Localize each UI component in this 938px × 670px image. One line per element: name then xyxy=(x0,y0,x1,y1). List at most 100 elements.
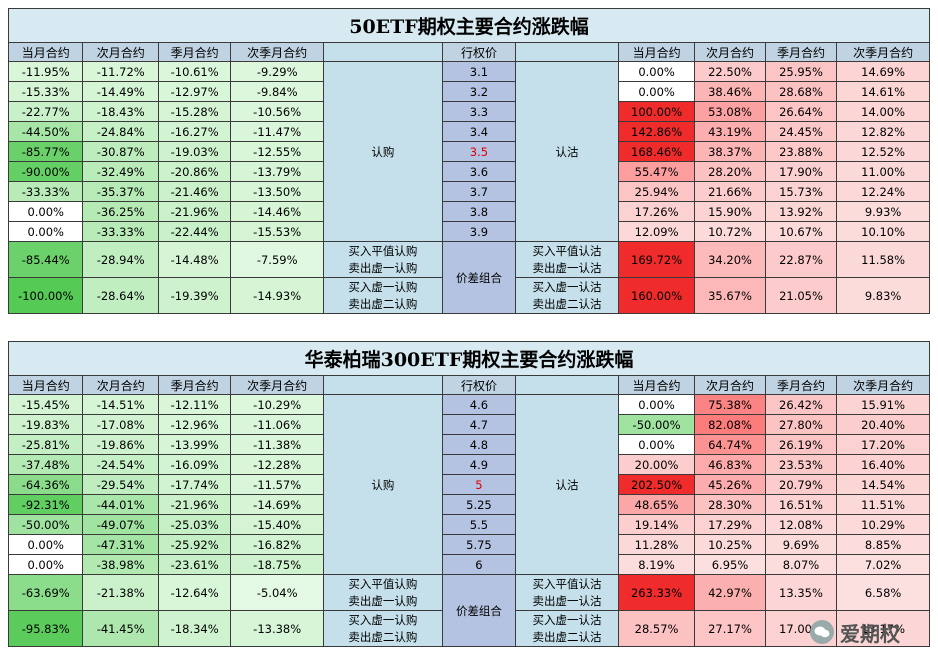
put-cell: 28.68% xyxy=(764,81,838,102)
put-cell: 10.25% xyxy=(694,534,766,555)
spread-put-cell: 27.17% xyxy=(694,610,766,647)
call-cell: -18.75% xyxy=(230,554,324,575)
call-cell: -17.08% xyxy=(82,414,159,435)
call-cell: -19.86% xyxy=(82,434,159,455)
call-cell: -13.99% xyxy=(157,434,232,455)
call-cell: -24.84% xyxy=(82,121,159,142)
call-cell: -14.49% xyxy=(82,81,159,102)
put-cell: 55.47% xyxy=(617,161,696,182)
call-cell: -15.33% xyxy=(7,81,84,102)
put-cell: 14.61% xyxy=(836,81,930,102)
put-cell: 12.09% xyxy=(617,221,696,242)
call-cell: -25.03% xyxy=(157,514,232,535)
call-cell: -21.96% xyxy=(157,494,232,515)
call-cell: -32.49% xyxy=(82,161,159,182)
put-cell: 11.00% xyxy=(836,161,930,182)
call-cell: -85.77% xyxy=(7,141,84,162)
put-cell: 12.82% xyxy=(836,121,930,142)
call-cell: -10.29% xyxy=(230,394,324,415)
spread-put-cell: 13.35% xyxy=(764,574,838,611)
table-title: 50ETF期权主要合约涨跌幅 xyxy=(8,8,930,43)
call-cell: -19.03% xyxy=(157,141,232,162)
column-header: 次月合约 xyxy=(694,375,766,395)
put-cell: 12.24% xyxy=(836,181,930,202)
spread-call-cell: -100.00% xyxy=(7,277,84,314)
header-blank xyxy=(322,42,443,62)
header-blank xyxy=(515,375,619,395)
column-header: 次季月合约 xyxy=(836,375,930,395)
put-cell: 53.08% xyxy=(694,101,766,122)
put-cell: 28.30% xyxy=(694,494,766,515)
call-cell: -25.81% xyxy=(7,434,84,455)
combo-line: 卖出虚二认购 xyxy=(348,296,418,311)
combo-line: 买入虚一认沽 xyxy=(532,279,602,294)
put-cell: 28.20% xyxy=(694,161,766,182)
call-cell: -16.82% xyxy=(230,534,324,555)
strike-price: 4.6 xyxy=(441,394,517,415)
spread-call-cell: -14.93% xyxy=(230,277,324,314)
combo-line: 买入虚一认购 xyxy=(348,279,418,294)
put-cell: 38.37% xyxy=(694,141,766,162)
spread-put-cell: 35.67% xyxy=(694,277,766,314)
put-cell: 0.00% xyxy=(617,394,696,415)
put-cell: 12.52% xyxy=(836,141,930,162)
strike-price: 3.1 xyxy=(441,61,517,82)
strike-price: 5 xyxy=(441,474,517,495)
spread-call-cell: -21.38% xyxy=(82,574,159,611)
put-cell: 24.45% xyxy=(764,121,838,142)
put-cell: 100.00% xyxy=(617,101,696,122)
put-cell: 6.95% xyxy=(694,554,766,575)
spread-call-cell: -7.59% xyxy=(230,241,324,278)
put-cell: 8.19% xyxy=(617,554,696,575)
spread-label: 价差组合 xyxy=(441,574,517,647)
call-cell: -33.33% xyxy=(82,221,159,242)
call-cell: -50.00% xyxy=(7,514,84,535)
call-cell: -47.31% xyxy=(82,534,159,555)
call-cell: -20.86% xyxy=(157,161,232,182)
column-header: 次月合约 xyxy=(82,42,159,62)
spread-put-cell: 34.20% xyxy=(694,241,766,278)
spread-call-cell: -14.48% xyxy=(157,241,232,278)
put-cell: 25.94% xyxy=(617,181,696,202)
combo-line: 卖出虚二认购 xyxy=(348,629,418,644)
call-cell: -12.11% xyxy=(157,394,232,415)
combo-line: 卖出虚二认沽 xyxy=(532,629,602,644)
put-cell: 17.29% xyxy=(694,514,766,535)
wechat-icon xyxy=(810,620,834,644)
column-header: 当月合约 xyxy=(617,42,696,62)
put-cell: 13.92% xyxy=(764,201,838,222)
header-blank xyxy=(515,42,619,62)
put-cell: 7.02% xyxy=(836,554,930,575)
put-cell: 10.67% xyxy=(764,221,838,242)
put-label: 认沽 xyxy=(515,61,619,242)
spread-put-cell: 42.97% xyxy=(694,574,766,611)
column-header: 季月合约 xyxy=(157,375,232,395)
spread-put-desc: 买入平值认沽 卖出虚一认沽 xyxy=(515,574,619,611)
call-cell: -10.61% xyxy=(157,61,232,82)
call-cell: -13.50% xyxy=(230,181,324,202)
put-cell: 9.69% xyxy=(764,534,838,555)
strike-price: 3.7 xyxy=(441,181,517,202)
column-header: 当月合约 xyxy=(7,375,84,395)
call-cell: 0.00% xyxy=(7,221,84,242)
column-header: 当月合约 xyxy=(617,375,696,395)
call-cell: -12.28% xyxy=(230,454,324,475)
combo-line: 卖出虚一认购 xyxy=(348,260,418,275)
spread-put-desc: 买入虚一认沽 卖出虚二认沽 xyxy=(515,277,619,314)
put-cell: 19.14% xyxy=(617,514,696,535)
put-cell: 11.51% xyxy=(836,494,930,515)
call-cell: -15.28% xyxy=(157,101,232,122)
call-cell: -11.95% xyxy=(7,61,84,82)
put-cell: 75.38% xyxy=(694,394,766,415)
put-cell: 9.93% xyxy=(836,201,930,222)
column-header: 行权价 xyxy=(441,375,517,395)
put-cell: 0.00% xyxy=(617,434,696,455)
spread-put-cell: 263.33% xyxy=(617,574,696,611)
put-cell: 202.50% xyxy=(617,474,696,495)
spread-call-cell: -12.64% xyxy=(157,574,232,611)
call-cell: -19.83% xyxy=(7,414,84,435)
strike-price: 4.8 xyxy=(441,434,517,455)
put-cell: 82.08% xyxy=(694,414,766,435)
call-cell: -90.00% xyxy=(7,161,84,182)
watermark: 爱期权 xyxy=(810,614,928,650)
